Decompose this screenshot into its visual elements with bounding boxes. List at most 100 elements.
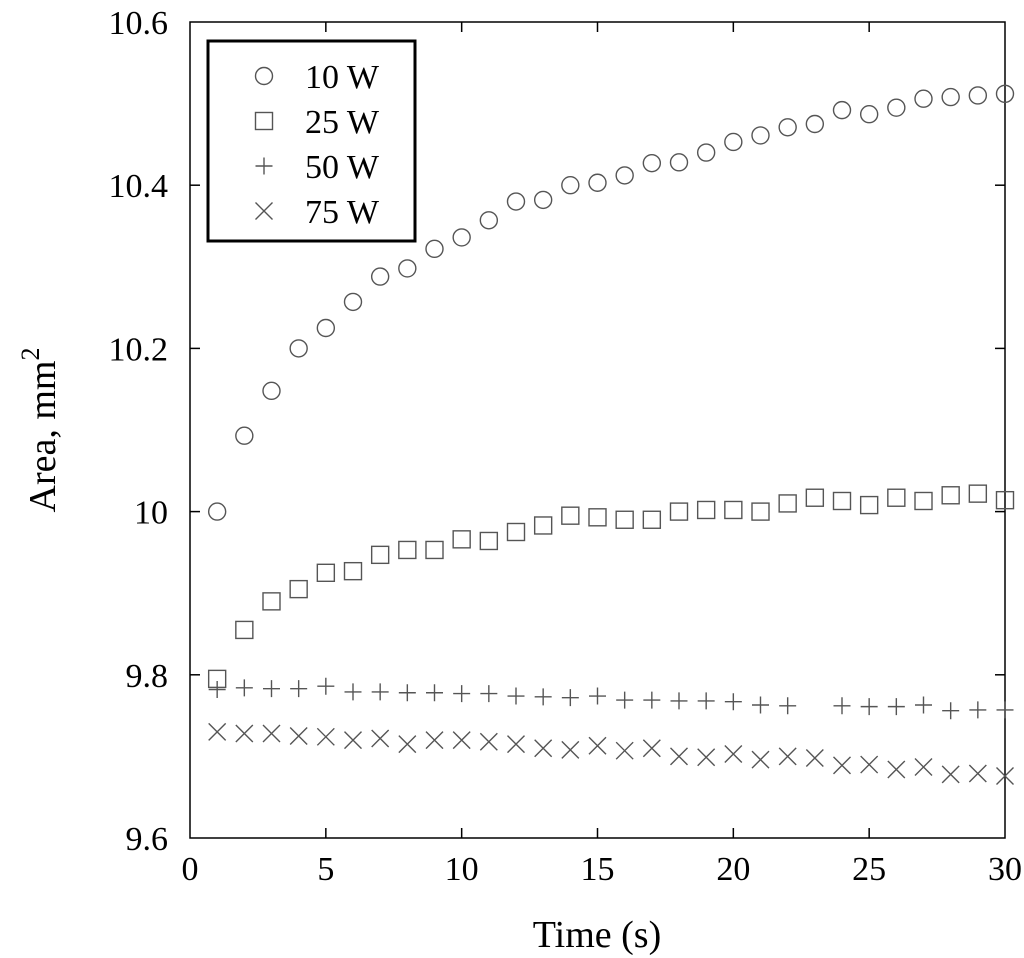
data-point bbox=[643, 691, 661, 709]
data-point bbox=[724, 132, 743, 152]
x-tick-label: 25 bbox=[852, 851, 886, 888]
data-point bbox=[506, 522, 526, 542]
data-point bbox=[833, 697, 851, 715]
data-point bbox=[588, 508, 607, 527]
y-tick-labels: 9.6 9.8 10 10.2 10.4 10.6 bbox=[109, 5, 169, 858]
data-point bbox=[724, 500, 743, 520]
data-point bbox=[289, 727, 308, 745]
x-tick-label: 20 bbox=[716, 851, 750, 888]
legend-label: 50 W bbox=[305, 149, 380, 186]
x-tick-labels: 0 5 10 15 20 25 30 bbox=[182, 851, 1023, 888]
y-tick-label: 10.4 bbox=[109, 168, 169, 205]
data-point bbox=[398, 684, 416, 702]
x-tick-label: 10 bbox=[445, 851, 479, 888]
data-point bbox=[995, 84, 1015, 104]
data-point bbox=[561, 689, 579, 707]
data-point bbox=[968, 484, 988, 503]
data-point bbox=[343, 292, 363, 312]
axis-ticks bbox=[190, 22, 1005, 838]
y-tick-label: 10.2 bbox=[109, 331, 169, 368]
data-point bbox=[859, 105, 879, 124]
data-point bbox=[588, 173, 607, 192]
data-point bbox=[370, 545, 390, 565]
data-point bbox=[263, 680, 280, 698]
data-point bbox=[588, 736, 607, 755]
data-point bbox=[942, 702, 960, 720]
data-point bbox=[887, 98, 906, 117]
data-point bbox=[615, 166, 634, 185]
data-point bbox=[426, 684, 443, 702]
y-tick-label: 9.8 bbox=[126, 658, 169, 695]
data-point bbox=[616, 691, 634, 709]
data-point bbox=[779, 697, 797, 715]
data-point bbox=[669, 502, 689, 521]
legend-marker-x bbox=[255, 202, 273, 220]
data-point bbox=[262, 592, 281, 611]
data-point bbox=[968, 764, 987, 783]
data-point bbox=[208, 722, 227, 741]
data-point bbox=[534, 739, 553, 758]
series-25w bbox=[207, 484, 1015, 689]
data-point bbox=[262, 724, 281, 743]
data-point bbox=[480, 685, 498, 703]
data-point bbox=[669, 153, 689, 172]
data-point bbox=[235, 679, 253, 697]
data-point bbox=[833, 756, 851, 775]
data-point bbox=[425, 239, 444, 259]
data-point bbox=[670, 692, 688, 710]
data-point bbox=[697, 748, 716, 767]
data-point bbox=[941, 765, 960, 784]
data-point bbox=[887, 760, 906, 779]
data-point bbox=[534, 688, 552, 706]
legend-items: 10 W 25 W 50 W 75 W bbox=[254, 59, 380, 231]
data-point bbox=[506, 192, 526, 211]
data-point bbox=[914, 491, 933, 511]
data-point bbox=[235, 620, 254, 640]
data-point bbox=[589, 687, 606, 705]
data-point bbox=[479, 211, 499, 230]
data-point bbox=[696, 500, 716, 520]
data-point bbox=[860, 755, 879, 774]
data-point bbox=[832, 491, 852, 511]
data-point bbox=[398, 735, 417, 754]
series-10w bbox=[207, 84, 1015, 521]
data-point bbox=[507, 735, 525, 754]
data-point bbox=[941, 87, 960, 107]
legend-marker-square bbox=[254, 111, 274, 131]
y-tick-label: 10 bbox=[134, 495, 168, 532]
data-point bbox=[425, 731, 444, 750]
data-point bbox=[968, 86, 988, 105]
data-point bbox=[887, 698, 905, 716]
data-point bbox=[398, 259, 417, 278]
data-point bbox=[561, 175, 580, 195]
data-point bbox=[859, 495, 879, 515]
data-point bbox=[914, 89, 933, 108]
data-markers bbox=[207, 84, 1015, 785]
data-point bbox=[452, 228, 471, 247]
legend-box bbox=[206, 39, 417, 243]
y-tick-label: 9.6 bbox=[126, 821, 169, 858]
data-point bbox=[317, 677, 335, 695]
data-point bbox=[995, 490, 1015, 510]
legend-marker-plus bbox=[255, 157, 273, 175]
data-point bbox=[289, 339, 308, 358]
data-point bbox=[290, 680, 308, 698]
series-50w bbox=[208, 677, 1014, 720]
data-point bbox=[941, 486, 960, 505]
legend: 10 W 25 W 50 W 75 W bbox=[206, 39, 417, 243]
data-point bbox=[615, 510, 634, 529]
data-point bbox=[615, 741, 634, 760]
data-point bbox=[832, 100, 852, 120]
data-point bbox=[969, 701, 987, 719]
data-point bbox=[398, 540, 417, 560]
data-point bbox=[778, 747, 797, 766]
data-point bbox=[670, 747, 688, 766]
x-axis-label: Time (s) bbox=[533, 914, 661, 956]
y-axis-label-superscript: 2 bbox=[16, 348, 45, 361]
data-point bbox=[452, 731, 471, 750]
x-tick-label: 5 bbox=[317, 851, 334, 888]
data-point bbox=[235, 426, 254, 445]
series-75w bbox=[208, 722, 1014, 785]
data-point bbox=[370, 267, 390, 286]
data-point bbox=[887, 488, 906, 507]
